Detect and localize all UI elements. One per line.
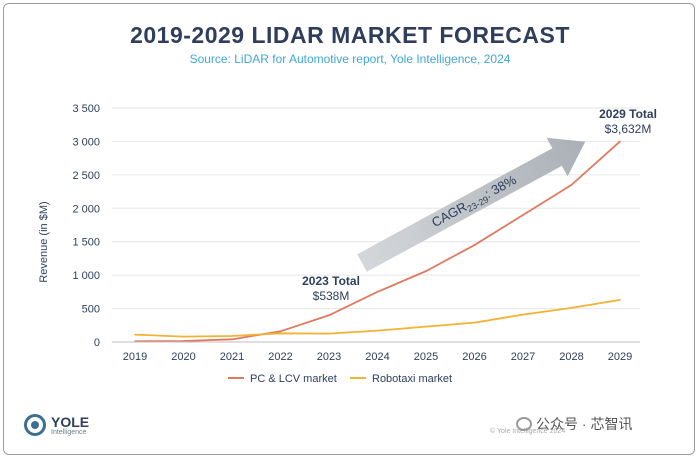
- chart-title: 2019-2029 LIDAR MARKET FORECAST: [130, 22, 570, 48]
- data-point: [376, 329, 379, 332]
- legend-label-pc-lcv: PC & LCV market: [250, 373, 337, 385]
- data-point: [425, 325, 427, 328]
- data-point: [231, 335, 233, 337]
- x-tick-label: 2025: [414, 351, 438, 363]
- x-tick-label: 2028: [559, 351, 583, 363]
- x-tick-label: 2027: [511, 351, 535, 363]
- annotation-2029-label: 2029 Total: [599, 107, 657, 121]
- data-point: [328, 332, 330, 335]
- copyright-text: © Yole Intelligence 2024: [490, 428, 566, 435]
- x-tick-label: 2026: [462, 351, 486, 363]
- data-point: [134, 333, 136, 336]
- wechat-icon: [516, 417, 532, 431]
- legend-label-robotaxi: Robotaxi market: [372, 373, 452, 385]
- data-point: [279, 330, 282, 333]
- data-point: [570, 184, 573, 186]
- annotation-2023-label: 2023 Total: [302, 274, 360, 288]
- data-point: [473, 244, 476, 246]
- data-point: [522, 313, 524, 316]
- data-point: [570, 307, 573, 309]
- watermark: 公众号 · 芯智讯: [516, 414, 632, 434]
- logo-name: YOLE: [51, 413, 90, 430]
- y-tick-label: 2 000: [72, 203, 100, 215]
- x-tick-label: 2023: [317, 351, 341, 363]
- y-tick-label: 3 500: [72, 103, 100, 115]
- yole-logo: YOLE Intelligence: [24, 414, 89, 436]
- annotation-2029-value: $3,632M: [605, 122, 652, 136]
- data-point: [522, 214, 524, 216]
- y-tick-label: 500: [82, 304, 100, 316]
- watermark-text: 公众号 · 芯智讯: [536, 416, 633, 432]
- chart-frame: [3, 3, 695, 455]
- x-tick-label: 2020: [171, 351, 195, 363]
- cagr-arrow: [357, 137, 586, 272]
- data-point: [279, 332, 282, 335]
- logo-sub: Intelligence: [51, 428, 87, 436]
- y-tick-label: 1 500: [72, 237, 100, 249]
- y-tick-label: 2 500: [72, 170, 100, 182]
- y-tick-label: 1 000: [72, 270, 100, 282]
- data-point: [473, 321, 476, 324]
- annotation-2023-value: $538M: [313, 289, 350, 303]
- yole-logo-icon: [24, 414, 46, 436]
- x-tick-label: 2029: [608, 351, 632, 363]
- data-point: [231, 338, 233, 341]
- x-tick-label: 2019: [123, 351, 147, 363]
- x-tick-label: 2021: [220, 351, 244, 363]
- x-tick-label: 2024: [365, 351, 389, 363]
- data-point: [328, 314, 330, 317]
- data-point: [619, 299, 621, 301]
- data-point: [619, 140, 621, 143]
- y-tick-label: 0: [94, 337, 100, 349]
- y-axis-label: Revenue (in $M): [38, 201, 50, 282]
- legend: PC & LCV market Robotaxi market: [228, 373, 452, 385]
- data-point: [425, 270, 427, 272]
- data-point: [376, 291, 379, 293]
- data-point: [182, 340, 185, 342]
- cagr-label: CAGR23-29: 38%: [429, 172, 520, 232]
- x-tick-label: 2022: [268, 351, 292, 363]
- y-tick-label: 3 000: [72, 136, 100, 148]
- data-point: [182, 335, 185, 338]
- chart-subtitle: Source: LiDAR for Automotive report, Yol…: [189, 52, 511, 66]
